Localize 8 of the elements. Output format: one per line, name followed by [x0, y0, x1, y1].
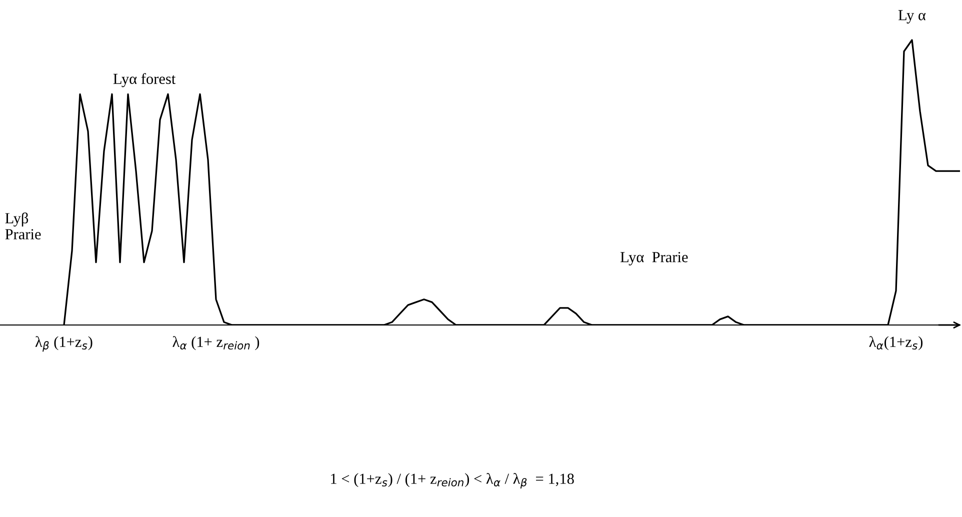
text: Ly α — [898, 10, 926, 24]
annotation: Lyα forest — [113, 73, 176, 88]
text: 1 < (1+z$_{s}$) / (1+ z$_{reion}$) < λ$_{α}$ / λ$_{β}$ = 1,18 — [331, 473, 574, 489]
annotation: Lyβ Prarie — [5, 212, 41, 240]
annotation: Lyα Prarie — [620, 252, 688, 266]
x-tick-label: λ$_{α}$ (1+ z$_{reion}$ ) — [172, 336, 260, 350]
x-tick-label: λ$_{β}$ (1+z$_{s}$) — [35, 336, 92, 352]
x-tick-label: λ$_{α}$(1+z$_{s}$) — [869, 336, 922, 350]
